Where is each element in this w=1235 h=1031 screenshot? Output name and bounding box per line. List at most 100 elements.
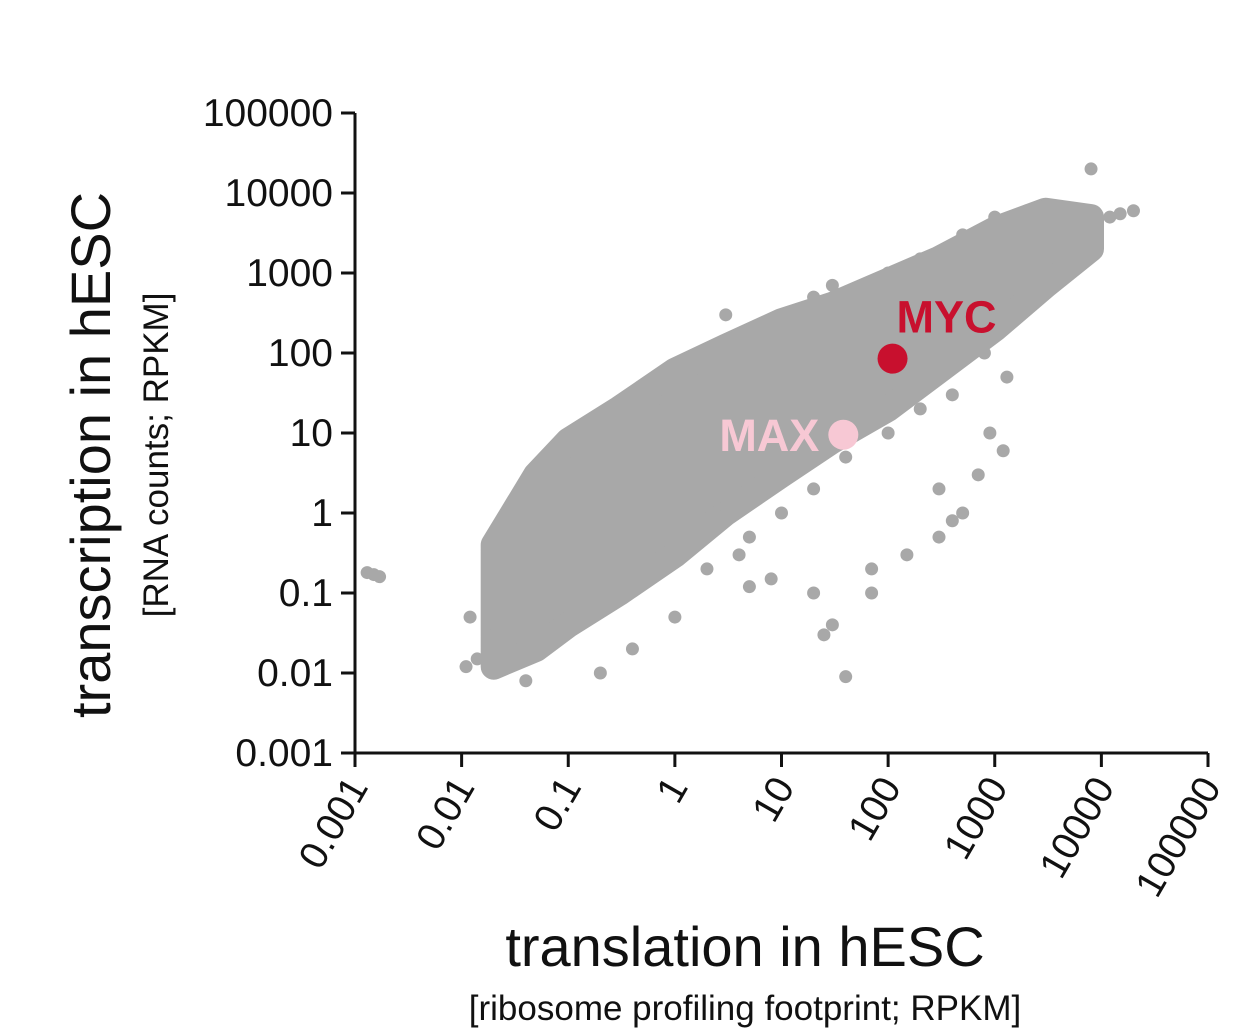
data-point (977, 346, 991, 360)
data-point (644, 530, 658, 544)
x-tick-label: 0.001 (291, 770, 377, 876)
data-point (687, 524, 701, 538)
x-tick-label: 10000 (1032, 770, 1123, 885)
data-point (825, 278, 839, 292)
y-tick-label: 100000 (203, 92, 333, 135)
data-point (1007, 270, 1021, 284)
data-point (551, 468, 565, 482)
x-tick-label: 0.1 (526, 770, 590, 838)
x-ticks: 0.001 0.01 0.1 1 10 100 1000 10000 100000 (291, 753, 1230, 904)
data-point (775, 506, 788, 520)
data-point (956, 228, 970, 242)
x-axis-title: translation in hESC (505, 915, 984, 978)
x-tick-label: 1000 (936, 770, 1017, 867)
max-label: MAX (719, 410, 819, 461)
data-point (783, 444, 797, 458)
data-point (839, 450, 853, 464)
data-point (775, 322, 788, 336)
data-point (807, 586, 821, 600)
data-point (1020, 204, 1034, 218)
data-point (751, 482, 765, 496)
data-point (1062, 228, 1076, 242)
data-point (988, 210, 1002, 224)
x-tick-label: 0.01 (408, 770, 483, 857)
data-point (1113, 207, 1127, 221)
data-point (865, 562, 879, 576)
myc-point (877, 343, 908, 374)
data-point (612, 450, 626, 464)
y-axis-title: transcription in hESC (59, 192, 122, 718)
data-point (700, 346, 714, 360)
data-point (945, 514, 959, 528)
data-point (964, 298, 978, 312)
myc-label: MYC (897, 292, 997, 343)
data-point (881, 266, 895, 280)
data-point (658, 402, 672, 416)
data-point (988, 322, 1002, 336)
data-point (932, 482, 946, 496)
x-tick-label: 100000 (1127, 770, 1229, 904)
y-tick-label: 10 (290, 412, 333, 455)
data-point (807, 290, 821, 304)
data-point (505, 586, 519, 600)
y-tick-label: 100 (268, 332, 333, 375)
data-point (719, 308, 733, 322)
data-point (865, 586, 879, 600)
data-point (538, 610, 552, 624)
data-point (1103, 210, 1117, 224)
data-point (561, 506, 575, 520)
data-point (1084, 162, 1098, 176)
data-point (625, 642, 639, 656)
x-tick-label: 1 (649, 770, 697, 810)
data-point (742, 364, 756, 378)
data-point (459, 660, 473, 674)
data-point (900, 548, 914, 562)
y-tick-label: 1000 (246, 252, 333, 295)
data-point (551, 548, 565, 562)
x-tick-label: 10 (744, 770, 803, 829)
y-tick-label: 1 (311, 492, 333, 535)
data-point (932, 274, 946, 288)
data-point (913, 252, 927, 266)
data-point (817, 420, 831, 434)
y-tick-label: 0.001 (235, 732, 333, 775)
x-axis-subtitle: [ribosome profiling footprint; RPKM] (469, 989, 1021, 1028)
data-point (742, 530, 756, 544)
data-point (913, 402, 927, 416)
data-point (580, 562, 594, 576)
data-point (956, 506, 970, 520)
data-point (996, 444, 1010, 458)
data-point (732, 548, 746, 562)
data-point (839, 670, 853, 684)
data-point (360, 566, 374, 580)
data-point (945, 388, 959, 402)
y-tick-label: 0.1 (279, 572, 333, 615)
data-point (1000, 370, 1014, 384)
data-point (807, 482, 821, 496)
y-ticks: 0.001 0.01 0.1 1 10 100 1000 10000 100000 (203, 92, 355, 775)
x-tick-label: 100 (840, 770, 910, 848)
data-point (636, 426, 650, 440)
data-point (612, 572, 626, 586)
data-point (742, 580, 756, 594)
y-tick-label: 10000 (225, 172, 333, 215)
data-point (487, 628, 501, 642)
data-point (825, 618, 839, 632)
data-point (668, 378, 682, 392)
density-cloud (480, 197, 1104, 680)
data-point (881, 426, 895, 440)
y-tick-label: 0.01 (257, 652, 333, 695)
data-point (849, 388, 863, 402)
max-point (828, 419, 859, 450)
data-point (817, 628, 831, 642)
data-point (373, 570, 387, 584)
data-point (463, 610, 477, 624)
data-points (360, 162, 1140, 688)
data-point (519, 674, 533, 688)
data-point (764, 572, 778, 586)
data-point (719, 500, 733, 514)
data-point (593, 666, 607, 680)
data-point (971, 468, 985, 482)
data-point (932, 530, 946, 544)
